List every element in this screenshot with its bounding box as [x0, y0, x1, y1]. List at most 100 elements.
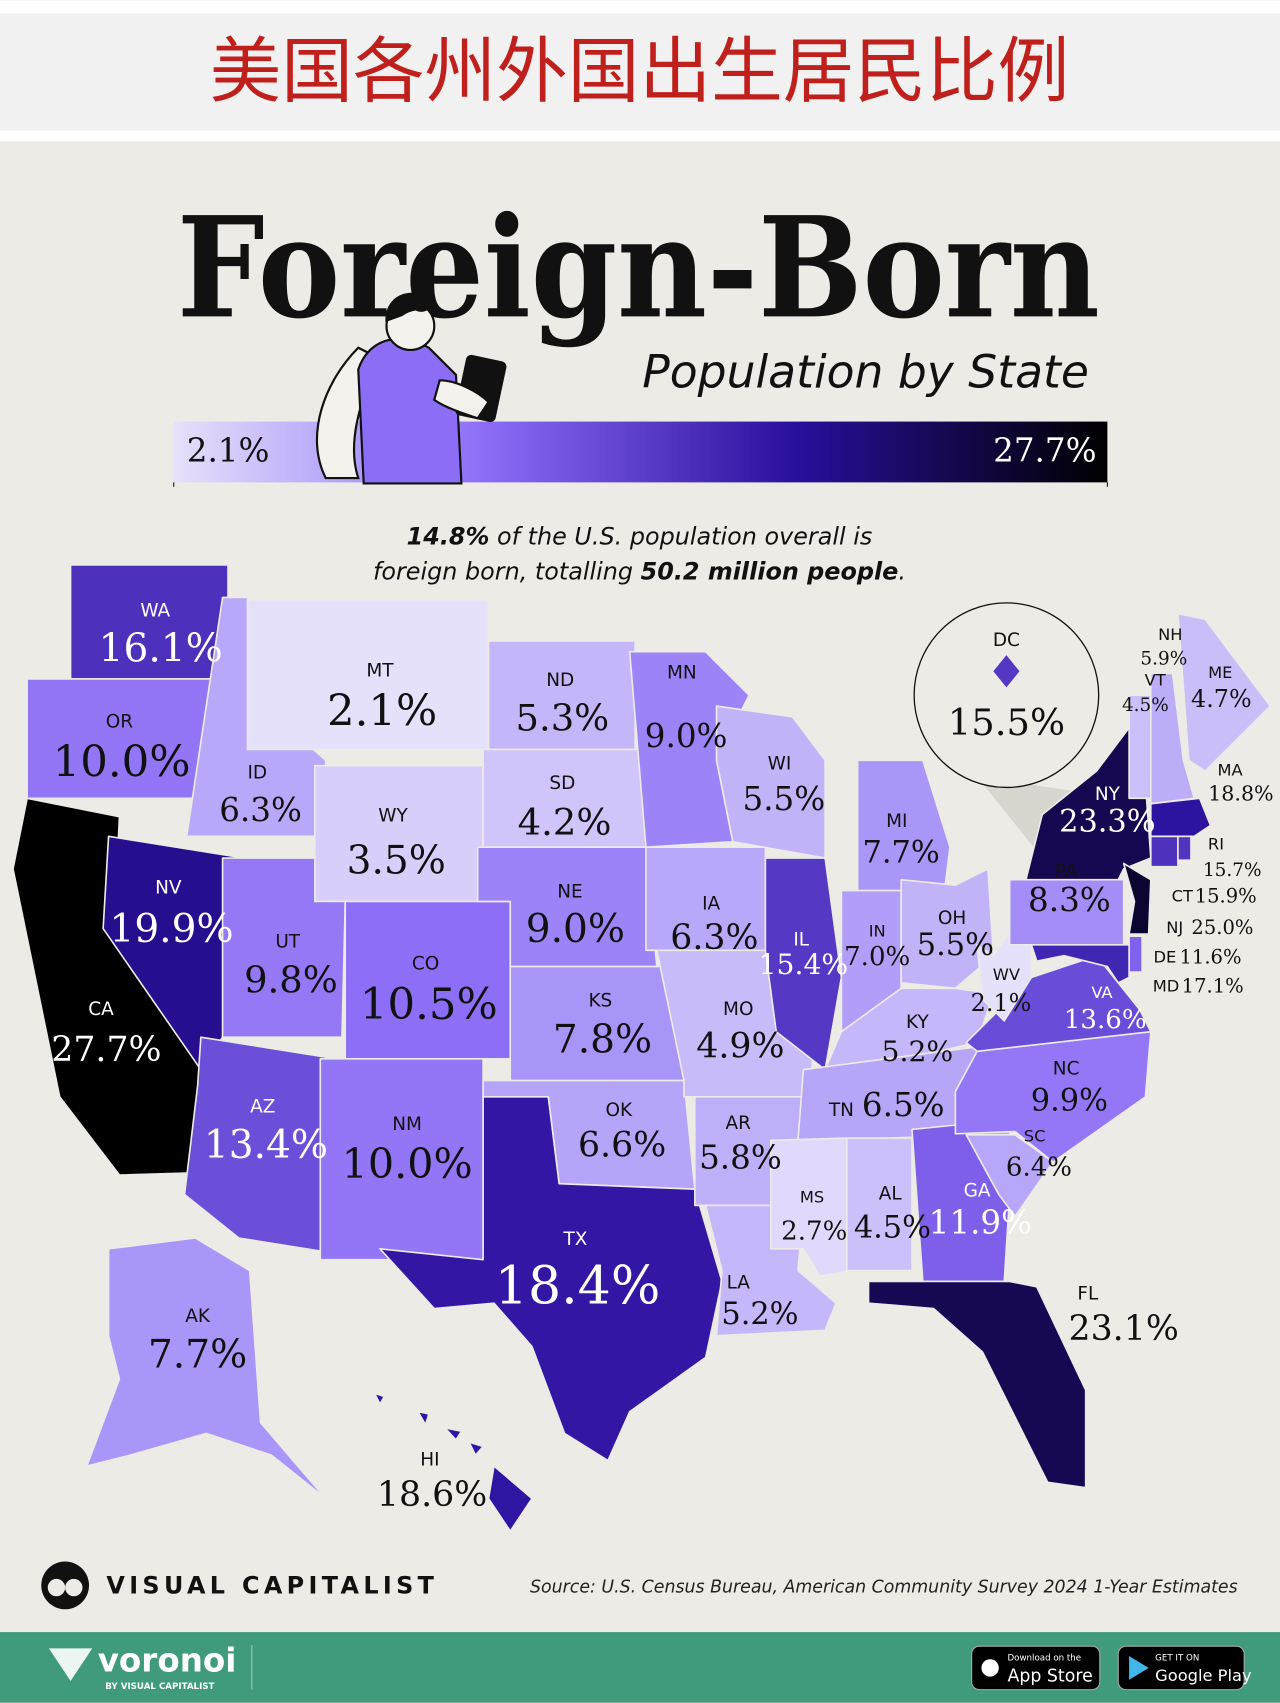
- state-abbr: IA: [702, 894, 720, 915]
- state-value: 2.1%: [327, 687, 437, 737]
- logo-mark: [41, 1561, 90, 1610]
- footer-sub: BY VISUAL CAPITALIST: [105, 1682, 214, 1692]
- state-abbr: IN: [869, 921, 886, 940]
- colorbar-label: 2.1%: [187, 432, 270, 470]
- state-abbr: SD: [549, 773, 575, 794]
- source: Source: U.S. Census Bureau, American Com…: [530, 1578, 1238, 1598]
- note-segment: of the U.S. population overall is: [489, 523, 872, 551]
- state: [1149, 672, 1196, 805]
- app-store-button[interactable]: Download on the App Store: [971, 1645, 1101, 1691]
- state-value: 4.5%: [1122, 695, 1169, 716]
- google-play-big: Google Play: [1155, 1666, 1252, 1685]
- state-value: 27.7%: [51, 1030, 161, 1070]
- chart-subtitle: Population by State: [642, 345, 1089, 398]
- state-abbr: MT: [366, 660, 394, 681]
- state-abbr: AK: [185, 1306, 211, 1327]
- state-abbr: MD: [1153, 977, 1180, 996]
- state: [856, 759, 951, 892]
- state-value: 18.4%: [495, 1257, 661, 1317]
- header-title: 美国各州外国出生居民比例: [210, 29, 1070, 113]
- state: [846, 1137, 913, 1272]
- state-abbr: NC: [1053, 1059, 1080, 1080]
- state: [1128, 935, 1143, 973]
- state: [86, 1237, 327, 1500]
- app-store-bg[interactable]: [971, 1645, 1101, 1691]
- state-value: 13.6%: [1064, 1005, 1147, 1035]
- state-value: 7.0%: [844, 942, 910, 972]
- state-value: 16.1%: [99, 627, 223, 672]
- state-abbr: PA: [1055, 861, 1078, 882]
- state: [965, 1134, 1054, 1218]
- play-icon: [1129, 1655, 1149, 1680]
- state-value: 4.7%: [1191, 685, 1252, 713]
- state-abbr: HI: [420, 1450, 439, 1471]
- state-abbr: NJ: [1166, 918, 1183, 937]
- state-abbr: MA: [1217, 761, 1242, 780]
- state-abbr: ME: [1208, 663, 1232, 682]
- state-abbr: LA: [727, 1273, 751, 1294]
- state: [373, 1392, 533, 1532]
- state-value: 7.7%: [148, 1332, 247, 1377]
- state-abbr: RI: [1208, 834, 1224, 853]
- state-abbr: TN: [828, 1100, 854, 1121]
- state-abbr: NV: [155, 877, 182, 898]
- state-value: 6.5%: [862, 1086, 945, 1124]
- state-abbr: AL: [879, 1184, 903, 1205]
- state-value: 2.7%: [781, 1217, 847, 1247]
- state-abbr: WI: [768, 754, 792, 775]
- state-value: 9.8%: [244, 958, 338, 1001]
- state-value: 5.2%: [882, 1035, 954, 1068]
- state-value: 6.6%: [578, 1125, 666, 1165]
- map: WA 16.1% OR 10.0% CA 27.7% ID 6.3% MT 2.1% WY 3.5% N…: [12, 564, 1274, 1532]
- state-abbr: ND: [546, 670, 574, 691]
- state-abbr: MI: [886, 811, 907, 832]
- state-value: 7.8%: [553, 1018, 652, 1063]
- state-value: 8.3%: [1028, 881, 1111, 919]
- state-value: 6.3%: [670, 918, 758, 958]
- state-value: 2.1%: [971, 989, 1032, 1017]
- state-value: 11.6%: [1179, 945, 1241, 968]
- state-value: 5.8%: [699, 1138, 782, 1176]
- state-value: 15.5%: [948, 701, 1065, 744]
- state-abbr: MO: [723, 999, 753, 1020]
- state-value: 9.0%: [645, 717, 728, 755]
- state-abbr: WV: [993, 965, 1020, 984]
- state-abbr: NH: [1158, 625, 1182, 644]
- state-value: 25.0%: [1191, 916, 1253, 939]
- dc-callout: [977, 776, 1086, 859]
- state-abbr: IL: [793, 930, 809, 951]
- state-abbr: MN: [667, 662, 697, 683]
- state-abbr: WY: [378, 806, 408, 827]
- state-abbr: NM: [392, 1114, 422, 1135]
- state-abbr: VT: [1145, 671, 1166, 690]
- state-value: 4.2%: [518, 801, 612, 844]
- state-abbr: OR: [106, 711, 134, 732]
- state-value: 13.4%: [204, 1123, 328, 1168]
- state-abbr: WA: [140, 601, 170, 622]
- state-value: 9.9%: [1031, 1083, 1108, 1118]
- state-value: 4.9%: [696, 1027, 784, 1067]
- google-play-bg[interactable]: [1117, 1645, 1245, 1691]
- state: [1030, 944, 1130, 984]
- header-band: [0, 13, 1280, 131]
- state-value: 17.1%: [1182, 975, 1244, 998]
- state-abbr: NY: [1095, 784, 1121, 805]
- note: 14.8% of the U.S. population overall is f…: [373, 523, 906, 586]
- state-abbr: MS: [800, 1187, 824, 1206]
- state-abbr: TX: [562, 1229, 587, 1250]
- note-segment: 50.2 million people: [641, 557, 899, 585]
- note-segment: .: [898, 557, 906, 585]
- state-abbr: CT: [1172, 887, 1193, 906]
- footer-brand: voronoi: [98, 1641, 237, 1679]
- note-segment: 14.8%: [407, 523, 490, 551]
- state-value: 15.4%: [759, 948, 849, 981]
- app-store-small: Download on the: [1007, 1654, 1081, 1664]
- google-play-button[interactable]: GET IT ON Google Play: [1117, 1645, 1252, 1691]
- state-value: 10.0%: [342, 1140, 473, 1188]
- state: [1149, 797, 1212, 838]
- state-abbr: DE: [1154, 947, 1177, 966]
- state-abbr: CA: [88, 999, 114, 1020]
- logo-mark: [47, 1578, 66, 1597]
- state-abbr: AR: [726, 1113, 752, 1134]
